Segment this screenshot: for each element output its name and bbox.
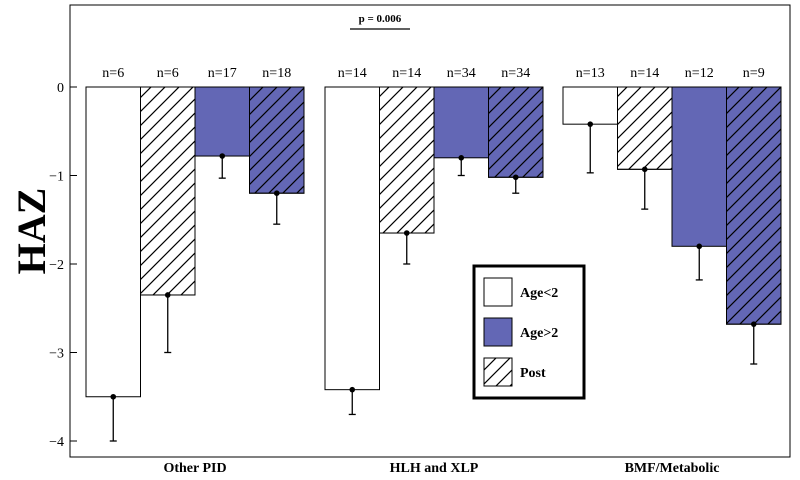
y-tick-label: 0 bbox=[57, 81, 64, 96]
legend-swatch bbox=[483, 317, 513, 347]
y-axis: 0 −1 −2 −3 −4 bbox=[49, 81, 77, 450]
y-tick-label: −3 bbox=[49, 347, 64, 362]
y-axis-label: HAZ bbox=[9, 188, 54, 275]
bar-group-item bbox=[379, 86, 435, 265]
mean-point bbox=[587, 121, 594, 127]
legend: Age<2 Age>2 Post bbox=[472, 264, 586, 400]
bar-group-item bbox=[249, 86, 305, 225]
mean-point bbox=[219, 153, 226, 159]
n-label: n=6 bbox=[157, 66, 179, 81]
n-label: n=14 bbox=[392, 66, 421, 81]
legend-entry: Post bbox=[483, 357, 546, 387]
legend-label: Age<2 bbox=[520, 286, 558, 301]
bar bbox=[562, 86, 618, 125]
n-label: n=34 bbox=[501, 66, 530, 81]
legend-label: Age>2 bbox=[520, 326, 558, 341]
mean-point bbox=[273, 190, 280, 196]
bar bbox=[194, 86, 250, 157]
legend-entry: Age>2 bbox=[483, 317, 558, 347]
bar-group-item bbox=[433, 86, 489, 177]
mean-point bbox=[458, 155, 465, 161]
mean-point bbox=[349, 386, 356, 393]
bar-group-item bbox=[671, 86, 727, 281]
p-value-text: p = 0.006 bbox=[359, 13, 402, 25]
p-value-annotation: p = 0.006 bbox=[350, 13, 410, 30]
bar bbox=[433, 86, 489, 159]
n-label: n=6 bbox=[102, 66, 124, 81]
bar-group-item bbox=[726, 86, 782, 365]
bar-hatch bbox=[488, 86, 544, 178]
y-tick-label: −2 bbox=[49, 258, 64, 273]
mean-point bbox=[696, 243, 703, 250]
n-label: n=17 bbox=[208, 66, 237, 81]
mean-point bbox=[512, 174, 519, 181]
legend-label: Post bbox=[520, 366, 546, 381]
bar-group-item bbox=[140, 86, 196, 354]
bar-group-item bbox=[617, 86, 673, 210]
mean-point bbox=[750, 321, 757, 327]
bar-group-item bbox=[85, 86, 141, 442]
bar-hatch bbox=[379, 86, 435, 234]
bars bbox=[85, 86, 782, 442]
n-label: n=13 bbox=[576, 66, 605, 81]
legend-swatch bbox=[483, 277, 513, 307]
y-tick-label: −4 bbox=[49, 435, 64, 450]
bar-hatch bbox=[617, 86, 673, 170]
bar-group-item bbox=[324, 86, 380, 416]
bar-hatch bbox=[249, 86, 305, 194]
legend-entry: Age<2 bbox=[483, 277, 558, 307]
n-label: n=12 bbox=[685, 66, 714, 81]
bar-group-item bbox=[488, 86, 544, 194]
mean-point bbox=[164, 292, 171, 298]
n-label: n=18 bbox=[262, 66, 291, 81]
bar-hatch bbox=[140, 86, 196, 296]
n-label: n=34 bbox=[447, 66, 476, 81]
n-labels: n=6 n=6 n=17 n=18 n=14 n=14 n=34 n=34 n=13 n=14 n=… bbox=[102, 66, 764, 81]
bar bbox=[85, 86, 141, 398]
mean-point bbox=[641, 166, 648, 173]
bar-hatch bbox=[726, 86, 782, 325]
n-label: n=14 bbox=[338, 66, 367, 81]
n-label: n=9 bbox=[743, 66, 765, 81]
category-label: BMF/Metabolic bbox=[625, 461, 720, 476]
bar bbox=[671, 86, 727, 247]
y-tick-label: −1 bbox=[49, 170, 64, 185]
bar bbox=[324, 86, 380, 391]
category-label: HLH and XLP bbox=[390, 461, 479, 476]
bar-group-item bbox=[562, 86, 618, 174]
category-labels: Other PID HLH and XLP BMF/Metabolic bbox=[163, 461, 719, 476]
category-label: Other PID bbox=[163, 461, 226, 476]
bar-group-item bbox=[194, 86, 250, 179]
legend-swatch-hatch bbox=[483, 357, 513, 387]
plot-frame bbox=[69, 4, 791, 458]
n-label: n=14 bbox=[630, 66, 659, 81]
mean-point bbox=[110, 393, 117, 400]
mean-point bbox=[403, 230, 410, 236]
